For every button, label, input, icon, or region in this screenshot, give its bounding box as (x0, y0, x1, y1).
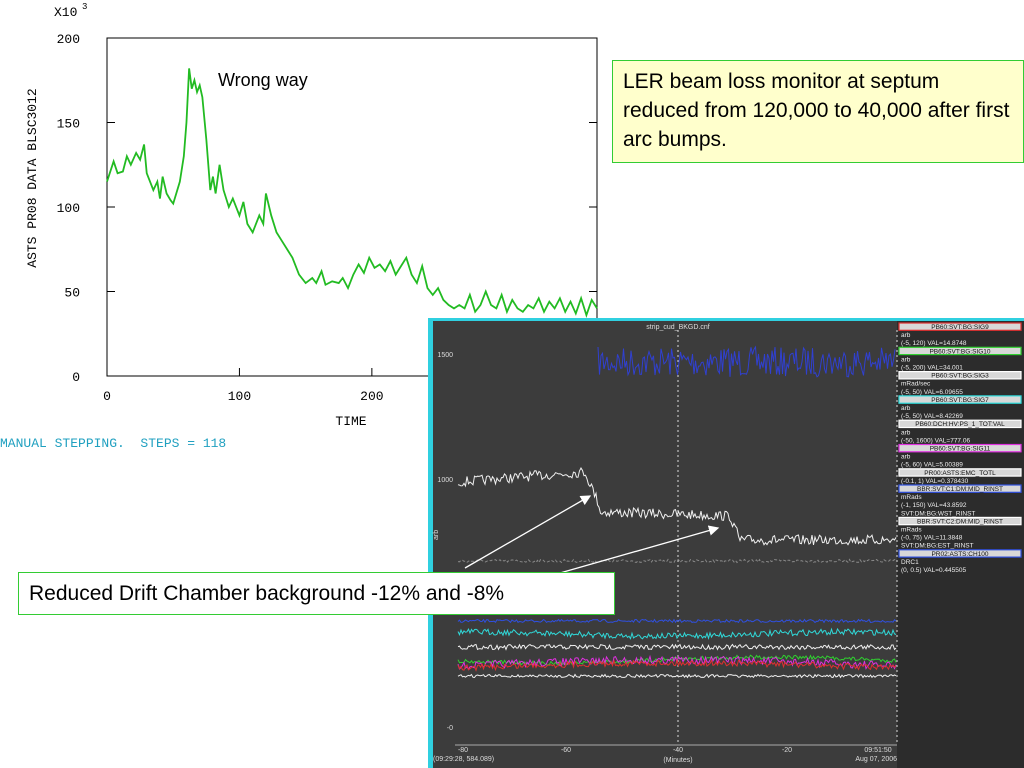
strip-x-start: (09:29:28, 584.089) (433, 756, 494, 763)
legend-entry: PB60:SVT:BG:SIG11 (930, 446, 991, 453)
legend-entry: (-0, 75) VAL=11.3848 (901, 535, 963, 542)
legend-box (898, 395, 1022, 404)
legend-entry: (-5, 200) VAL=34.001 (901, 365, 963, 372)
legend-entry: SVT:DM:BG:WST_RINST (901, 510, 975, 517)
trace (597, 345, 896, 378)
legend-entry: PB60:DCH:HV:PS_1_TOT:VAL (915, 421, 1005, 428)
x-tick-label: 100 (228, 389, 251, 404)
legend-entry: PB60:SVT:BG:SIG10 (929, 348, 990, 355)
strip-y-label: 1000 (437, 477, 453, 484)
legend-entry: SVT:DM:BG:EST_RINST (901, 543, 974, 550)
strip-x-label: -20 (782, 747, 792, 754)
x-axis-label: TIME (335, 414, 366, 429)
trace (457, 618, 897, 624)
legend-entry: PR02:ASTS:CH100 (931, 551, 988, 558)
legend-entry: arb (901, 356, 911, 363)
legend-box (898, 484, 1022, 493)
y-exponent: 3 (82, 2, 87, 12)
screenshot-edge (428, 318, 433, 768)
y-axis-label: ASTS PR08 DATA BLSC3012 (25, 88, 40, 267)
legend-entry: arb (901, 332, 911, 339)
legend-entry: mRads (901, 527, 922, 534)
legend-entry: BBR:SVT:C1:DM:MID_RINST (917, 486, 1003, 493)
legend-entry: (-0.1, 1) VAL=0.378430 (901, 478, 969, 485)
legend-entry: (-5, 50) VAL=8.42269 (901, 413, 963, 420)
legend-entry: PB60:SVT:BG:SIG3 (931, 373, 989, 380)
trace (457, 627, 897, 640)
legend-entry: (-5, 120) VAL=14.8748 (901, 340, 967, 347)
trace (457, 558, 897, 564)
legend-box (898, 516, 1022, 526)
y-multiplier: X10 (54, 5, 77, 20)
legend-entry: (-5, 50) VAL=6.09655 (901, 389, 963, 396)
strip-x-label: -60 (561, 747, 571, 754)
callout-box: Reduced Drift Chamber background -12% an… (18, 572, 615, 615)
callout-box: LER beam loss monitor at septum reduced … (612, 60, 1024, 163)
legend-box (898, 346, 1022, 356)
legend-entry: PB60:SVT:BG:SIG7 (931, 397, 989, 404)
screenshot-edge (428, 318, 1024, 321)
legend-box (898, 322, 1022, 331)
legend-entry: arb (901, 405, 911, 412)
status-text: MANUAL STEPPING. STEPS = 118 (0, 436, 226, 451)
legend-box (898, 419, 1022, 429)
legend-entry: mRads (901, 494, 922, 501)
legend-entry: (-1, 150) VAL=43.8592 (901, 502, 967, 509)
legend-entry: arb (901, 429, 911, 436)
strip-date: Aug 07, 2006 (855, 756, 897, 763)
y-tick-label: 100 (57, 201, 80, 216)
trace (457, 673, 897, 679)
strip-title: strip_cud_BKGD.cnf (646, 324, 709, 331)
strip-x-label: 09:51:50 (864, 747, 891, 754)
legend-entry: BBR:SVT:C2:DM:MID_RINST (917, 518, 1003, 525)
trace (457, 643, 897, 651)
y-tick-label: 200 (57, 32, 80, 47)
y-tick-label: 150 (57, 117, 80, 132)
strip-y-label: -0 (447, 725, 453, 732)
arrows (464, 495, 720, 574)
legend-box (898, 443, 1022, 453)
strip-y-label: 1500 (437, 352, 453, 359)
y-tick-label: 0 (72, 370, 80, 385)
legend-entry: (0, 0.5) VAL=0.445505 (901, 567, 966, 574)
strip-y-unit: arb (433, 530, 440, 540)
legend-entry: PB60:SVT:BG:SIG9 (931, 324, 989, 331)
arrow (559, 525, 720, 574)
strip-x-unit: (Minutes) (663, 757, 692, 764)
trace (457, 658, 897, 672)
line-chart: 0501001502000100200300 (57, 32, 598, 404)
legend-entry: arb (901, 454, 911, 461)
legend-entry: PR00:ASTS:EMC_TOTL (924, 470, 996, 477)
data-line (106, 68, 598, 319)
legend-entry: DRC1 (901, 559, 919, 566)
x-tick-label: 0 (103, 389, 111, 404)
legend-entry: (-50, 1600) VAL=777.06 (901, 437, 970, 444)
legend-box (898, 549, 1022, 558)
legend-entry: (-5, 60) VAL=5.00389 (901, 462, 963, 469)
strip-x-label: -40 (673, 747, 683, 754)
y-tick-label: 50 (64, 286, 80, 301)
strip-chart-screenshot: strip_cud_BKGD.cnf 1500 1000 -0 arb -80 -60 -40… (428, 318, 1024, 768)
legend-box (898, 371, 1022, 380)
legend-entry: mRad/sec (901, 381, 931, 388)
strip-x-label: -80 (458, 747, 468, 754)
arrow (464, 495, 592, 569)
annotation: Wrong way (218, 70, 308, 90)
trace (457, 466, 897, 546)
legend-box (898, 468, 1022, 477)
x-tick-label: 200 (360, 389, 383, 404)
